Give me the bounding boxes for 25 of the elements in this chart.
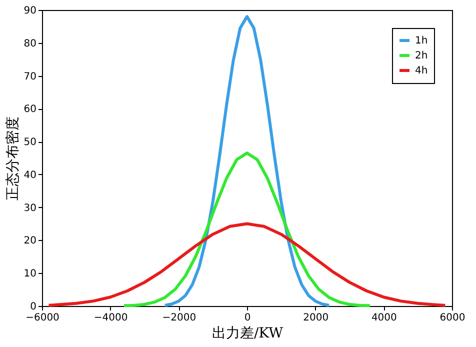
x-tick-label: 6000 xyxy=(440,312,466,324)
y-tick-label: 30 xyxy=(24,202,36,214)
y-tick-label: 80 xyxy=(24,38,36,50)
x-tick-label: −4000 xyxy=(94,312,128,324)
y-tick-label: 40 xyxy=(24,170,36,181)
y-tick-label: 10 xyxy=(24,268,36,280)
x-tick-label: −6000 xyxy=(26,312,60,324)
x-tick-label: 4000 xyxy=(371,312,397,324)
y-tick-label: 0 xyxy=(30,302,36,312)
x-tick-label: −2000 xyxy=(162,312,196,324)
legend-label: 1h xyxy=(415,36,428,46)
y-tick-label: 60 xyxy=(24,104,36,116)
line-series xyxy=(164,15,330,307)
y-axis-title: 正态分布密度 xyxy=(4,116,21,200)
legend-label: 2h xyxy=(415,50,428,62)
y-tick-label: 50 xyxy=(24,137,36,148)
x-tick-label: 0 xyxy=(244,312,251,324)
line-series xyxy=(47,222,447,307)
y-tick-label: 20 xyxy=(24,236,36,247)
line-series xyxy=(122,152,372,308)
x-tick-label: 2000 xyxy=(303,312,329,324)
legend-label: 4h xyxy=(415,66,428,76)
y-tick-label: 70 xyxy=(24,71,36,82)
x-axis-title: 出力差/KW xyxy=(212,326,284,342)
y-tick-label: 90 xyxy=(24,6,36,16)
